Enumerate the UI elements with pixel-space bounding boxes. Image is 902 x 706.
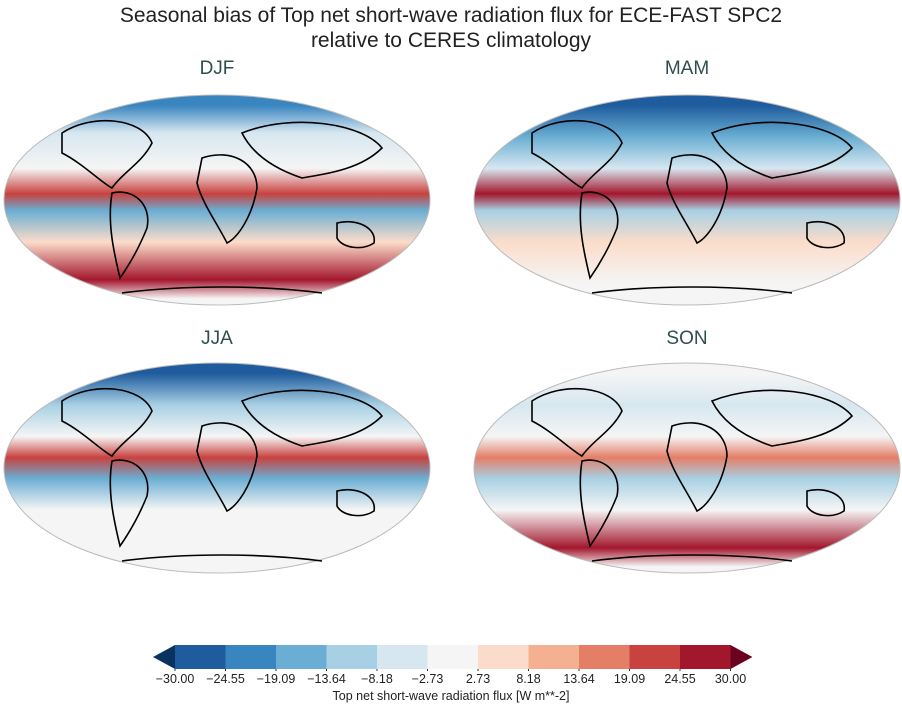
coastline bbox=[196, 422, 258, 513]
colorbar-tick-label: 19.09 bbox=[613, 672, 646, 686]
coastline bbox=[121, 554, 323, 562]
figure-title-line2: relative to CERES climatology bbox=[310, 29, 592, 52]
panel-title-son: SON bbox=[666, 328, 708, 349]
coastline bbox=[710, 121, 854, 179]
colorbar-bin bbox=[579, 645, 630, 669]
coastline bbox=[196, 154, 258, 245]
map-son bbox=[473, 362, 901, 574]
coastline bbox=[579, 459, 619, 548]
coastline bbox=[240, 389, 384, 447]
colorbar-tick-label: −2.73 bbox=[411, 672, 444, 686]
map-bias-field bbox=[473, 94, 901, 306]
colorbar-bin bbox=[528, 645, 580, 669]
coastline bbox=[591, 286, 793, 294]
map-bias-field bbox=[473, 362, 901, 574]
colorbar-bin bbox=[478, 645, 529, 669]
figure-title-line1: Seasonal bias of Top net short-wave radi… bbox=[119, 4, 783, 27]
coastline bbox=[666, 422, 728, 513]
colorbar-tick-label: 8.18 bbox=[516, 672, 541, 686]
coastline bbox=[806, 221, 845, 249]
colorbar-tick-label: −24.55 bbox=[206, 672, 245, 686]
coastline bbox=[579, 191, 619, 280]
colorbar-tick-label: −8.18 bbox=[361, 672, 393, 686]
coastline bbox=[61, 119, 153, 190]
map-jja bbox=[3, 362, 431, 574]
colorbar-label: Top net short-wave radiation flux [W m**… bbox=[332, 689, 570, 703]
colorbar-tick-label: −30.00 bbox=[155, 672, 195, 686]
coastline bbox=[336, 221, 375, 249]
colorbar-bin bbox=[326, 645, 378, 669]
colorbar-bin bbox=[276, 645, 327, 669]
colorbar-bin bbox=[225, 645, 277, 669]
map-djf bbox=[3, 94, 431, 306]
coastline bbox=[710, 389, 854, 447]
colorbar-tick-label: 30.00 bbox=[714, 672, 747, 686]
colorbar-bin bbox=[377, 645, 428, 669]
colorbar-tick-label: 13.64 bbox=[563, 672, 595, 686]
coastline bbox=[336, 489, 375, 517]
colorbar-bin bbox=[629, 645, 681, 669]
coastline bbox=[240, 121, 384, 179]
map-mam bbox=[473, 94, 901, 306]
coastline bbox=[109, 459, 149, 548]
map-bias-field bbox=[3, 94, 431, 306]
colorbar-tick-label: 24.55 bbox=[664, 672, 696, 686]
coastline bbox=[531, 119, 623, 190]
coastline bbox=[591, 554, 793, 562]
colorbar-tick-label: −13.64 bbox=[307, 672, 346, 686]
colorbar-bin bbox=[680, 645, 731, 669]
colorbar-tick-label: −19.09 bbox=[256, 672, 296, 686]
colorbar-bin bbox=[427, 645, 479, 669]
coastline bbox=[531, 387, 623, 458]
map-bias-field bbox=[3, 362, 431, 574]
panel-title-mam: MAM bbox=[664, 58, 710, 79]
coastline bbox=[666, 154, 728, 245]
colorbar-tick-label: 2.73 bbox=[465, 672, 491, 686]
coastline bbox=[121, 286, 323, 294]
coastline bbox=[61, 387, 153, 458]
panel-title-jja: JJA bbox=[201, 328, 233, 349]
coastline bbox=[806, 489, 845, 517]
colorbar bbox=[153, 645, 752, 671]
colorbar-under-arrow bbox=[153, 645, 175, 669]
coastline bbox=[109, 191, 149, 280]
colorbar-bin bbox=[175, 645, 226, 669]
colorbar-over-arrow bbox=[730, 645, 752, 669]
panel-title-djf: DJF bbox=[199, 58, 235, 79]
